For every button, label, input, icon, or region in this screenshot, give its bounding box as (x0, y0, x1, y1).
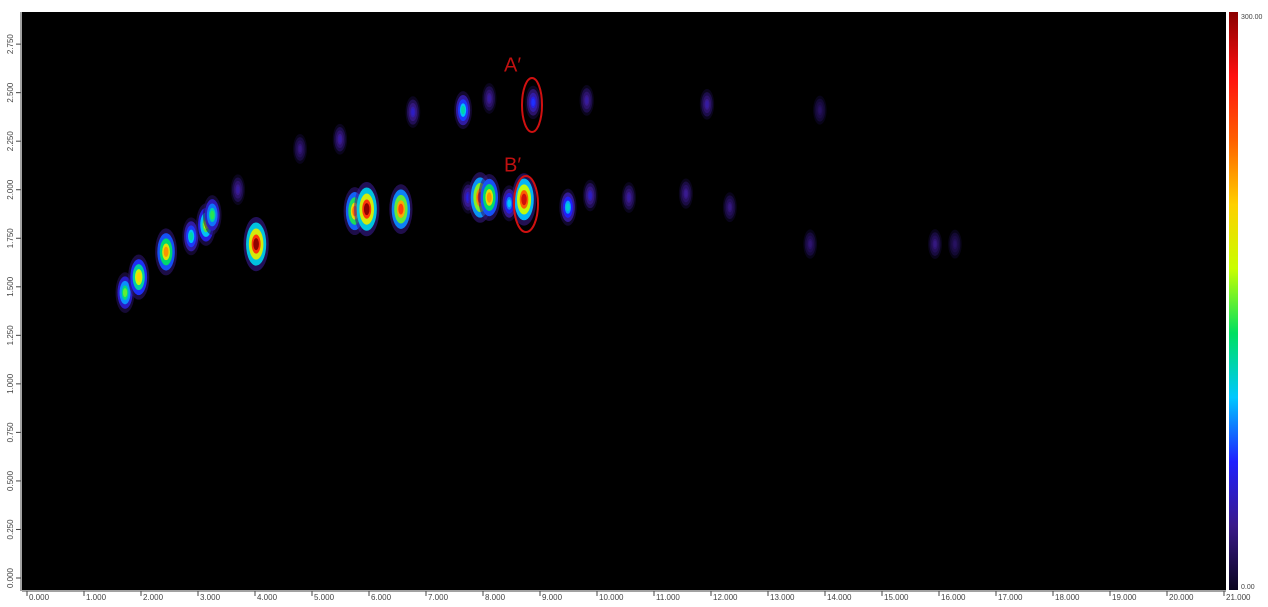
y-tick-label: 2.750 (6, 34, 15, 55)
y-tick-label: 2.000 (6, 179, 15, 200)
spot (627, 194, 631, 201)
colorbar-label: 300.00 (1241, 14, 1263, 21)
spot (531, 98, 535, 107)
x-tick-label: 10.000 (599, 593, 624, 602)
spot (728, 203, 732, 211)
x-tick-label: 16.000 (941, 593, 966, 602)
spot (566, 203, 570, 212)
spot (953, 240, 957, 248)
colorbar (1229, 12, 1238, 590)
annotation: A′ (504, 54, 521, 76)
spots (115, 83, 962, 313)
x-tick-label: 6.000 (371, 593, 392, 602)
spot (411, 108, 415, 116)
spot (189, 232, 194, 241)
annotation-ellipse (521, 77, 543, 133)
x-tick-label: 5.000 (314, 593, 335, 602)
colorbar-label: 0.00 (1241, 584, 1255, 591)
y-tick-label: 2.500 (6, 82, 15, 103)
x-tick-label: 0.000 (29, 593, 50, 602)
x-tick-label: 4.000 (257, 593, 278, 602)
x-tick-label: 18.000 (1055, 593, 1080, 602)
spot (521, 193, 527, 206)
spot (461, 105, 466, 115)
y-tick-label: 1.250 (6, 325, 15, 346)
y-tick-label: 1.750 (6, 228, 15, 249)
spot (818, 106, 822, 114)
spot (585, 97, 589, 104)
x-tick-label: 8.000 (485, 593, 506, 602)
x-tick-label: 3.000 (200, 593, 221, 602)
spot (398, 203, 404, 215)
plot-area (22, 12, 1226, 590)
x-tick-label: 21.000 (1226, 593, 1251, 602)
spot (136, 272, 142, 283)
annotation-ellipse (513, 175, 539, 233)
spot (122, 288, 128, 298)
x-tick-label: 17.000 (998, 593, 1023, 602)
y-tick-label: 0.750 (6, 422, 15, 443)
spot (338, 135, 342, 143)
x-tick-label: 20.000 (1169, 593, 1194, 602)
spot (808, 240, 812, 248)
x-tick-label: 12.000 (713, 593, 738, 602)
spot (588, 192, 592, 200)
x-tick-label: 9.000 (542, 593, 563, 602)
spot (210, 210, 215, 220)
spot (163, 246, 169, 258)
spot (705, 100, 709, 108)
x-tick-label: 13.000 (770, 593, 795, 602)
x-tick-label: 14.000 (827, 593, 852, 602)
spot (487, 95, 491, 102)
spot (298, 145, 302, 153)
y-tick-label: 0.250 (6, 519, 15, 540)
x-tick-label: 15.000 (884, 593, 909, 602)
x-tick-label: 11.000 (656, 593, 680, 602)
x-tick-label: 1.000 (86, 593, 107, 602)
y-tick-label: 1.500 (6, 276, 15, 297)
spot (486, 192, 492, 203)
annotation: B′ (504, 154, 521, 176)
spot (684, 190, 688, 197)
spot (507, 199, 512, 208)
y-tick-label: 2.250 (6, 131, 15, 152)
spot (236, 186, 240, 194)
spot (933, 240, 937, 248)
y-tick-label: 1.000 (6, 373, 15, 394)
x-tick-label: 19.000 (1112, 593, 1137, 602)
x-tick-label: 7.000 (428, 593, 449, 602)
spot (253, 238, 259, 251)
y-tick-label: 0.000 (6, 567, 15, 588)
x-tick-label: 2.000 (143, 593, 164, 602)
y-tick-label: 0.500 (6, 470, 15, 491)
spot (363, 203, 370, 216)
